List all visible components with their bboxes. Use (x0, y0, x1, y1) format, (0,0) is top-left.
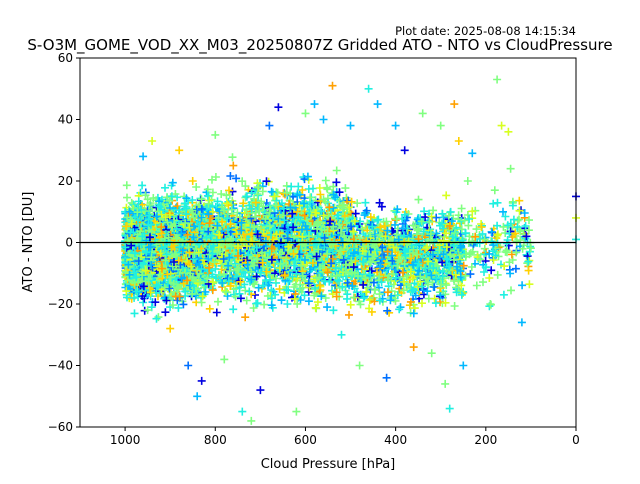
data-point (138, 181, 147, 190)
scatter-points (121, 75, 580, 425)
chart-title: S-O3M_GOME_VOD_XX_M03_20250807Z Gridded … (27, 36, 612, 55)
data-point (151, 298, 160, 307)
data-point (152, 314, 161, 323)
data-point (179, 300, 188, 309)
data-point (162, 296, 171, 305)
data-point (182, 194, 191, 203)
data-point (139, 298, 148, 307)
data-point (197, 298, 206, 307)
data-point (192, 183, 201, 191)
plot-date-label: Plot date: 2025-08-08 14:15:34 (395, 24, 576, 38)
data-point (161, 183, 169, 192)
data-point (161, 308, 170, 317)
data-point (123, 193, 131, 202)
data-point (198, 292, 207, 301)
